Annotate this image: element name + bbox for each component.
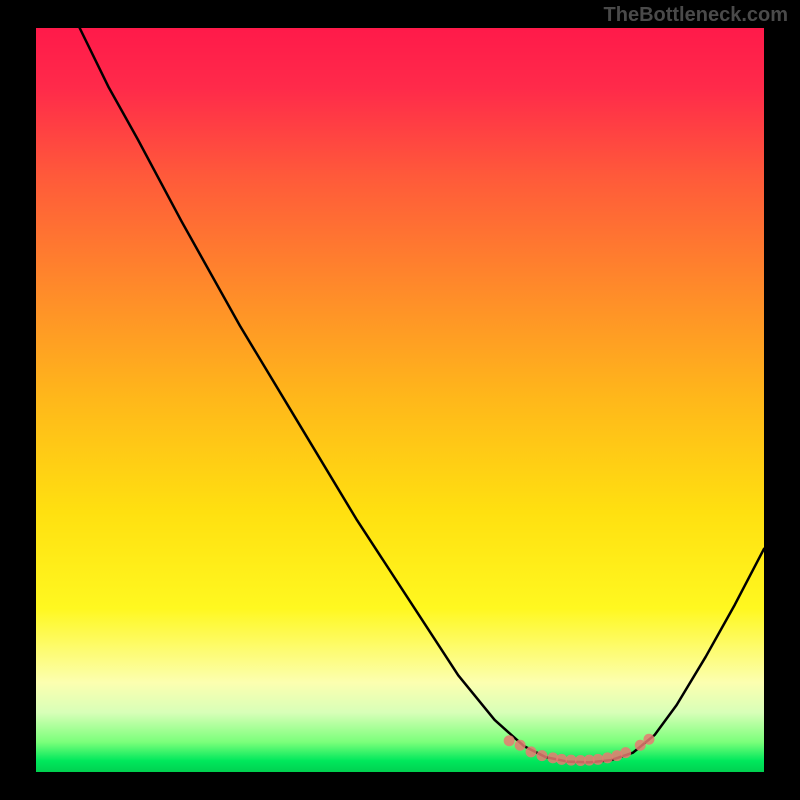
scatter-point <box>566 755 577 766</box>
scatter-point <box>556 754 567 765</box>
chart-container: TheBottleneck.com <box>0 0 800 800</box>
scatter-point <box>526 746 537 757</box>
scatter-point <box>536 750 547 761</box>
watermark-text: TheBottleneck.com <box>604 4 788 27</box>
scatter-point <box>504 735 515 746</box>
bottleneck-chart <box>0 0 800 800</box>
plot-background <box>36 28 764 772</box>
scatter-point <box>620 747 631 758</box>
scatter-point <box>515 740 526 751</box>
scatter-point <box>643 734 654 745</box>
scatter-point <box>593 754 604 765</box>
scatter-point <box>602 752 613 763</box>
